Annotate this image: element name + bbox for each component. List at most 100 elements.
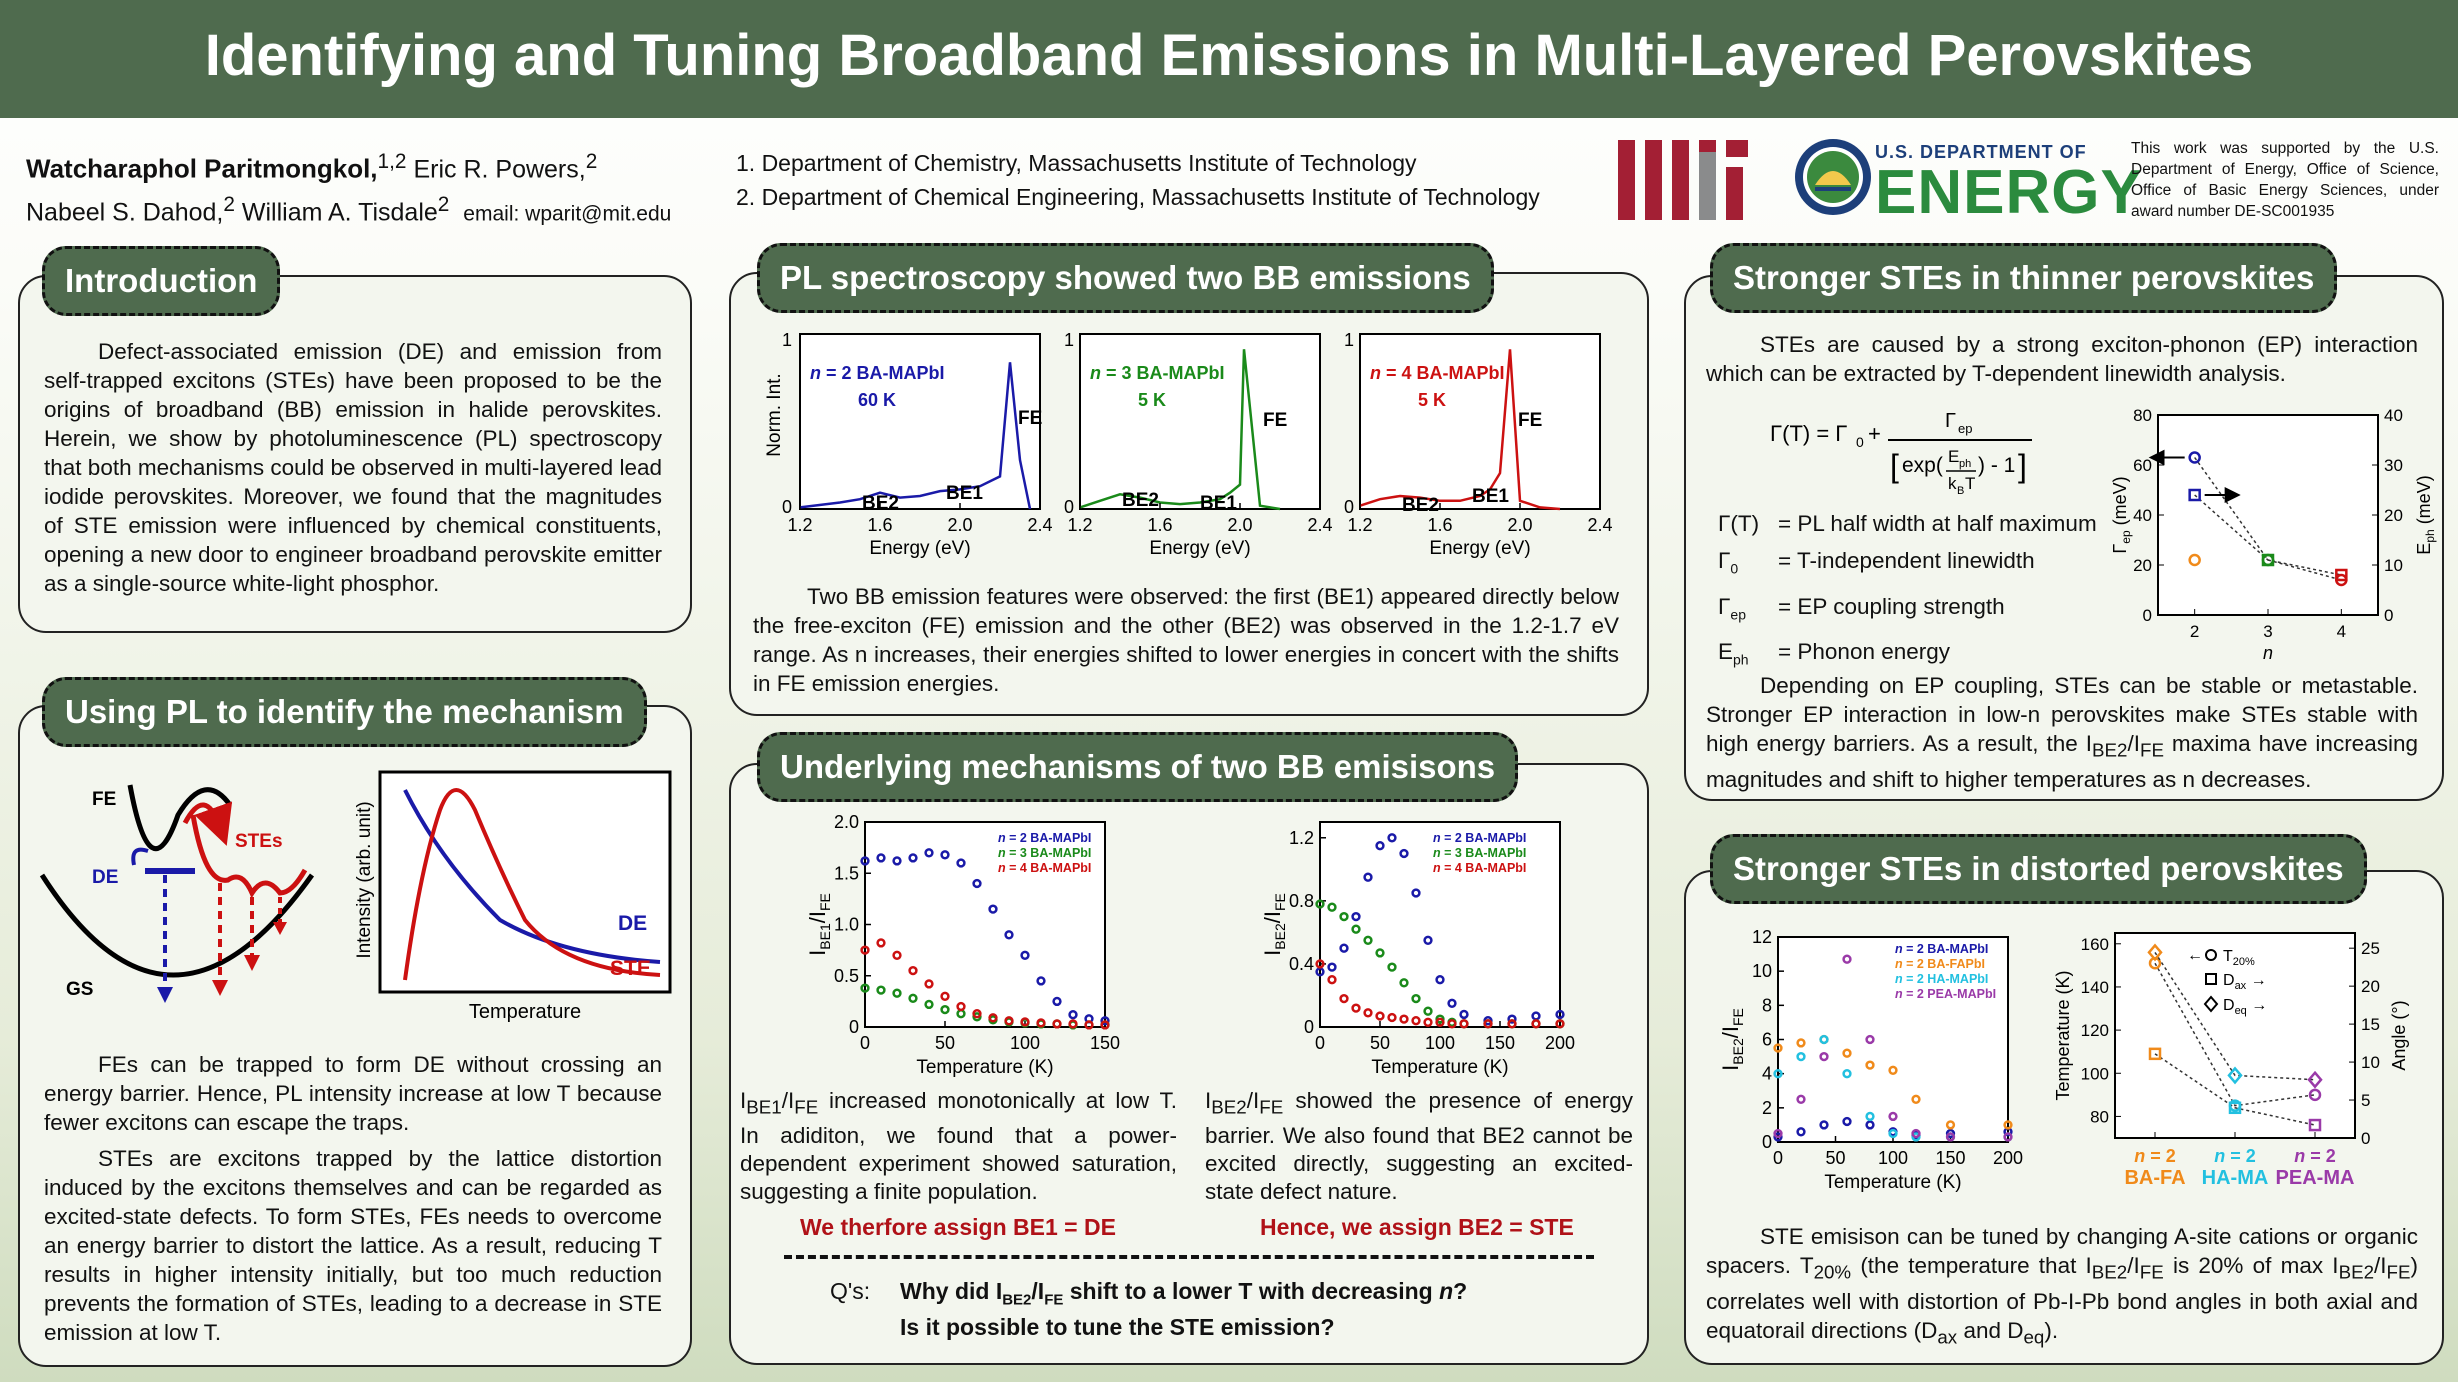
corr-cat-label: PEA-MA [2276, 1167, 2355, 1189]
svg-text:B: B [1957, 485, 1964, 497]
data-point [1020, 950, 1030, 960]
data-point [1399, 848, 1409, 859]
data-point [956, 1001, 966, 1012]
data-point [1411, 993, 1421, 1004]
data-point [1339, 993, 1349, 1004]
author-email[interactable]: email: wparit@mit.edu [463, 202, 672, 226]
dashed-divider [784, 1255, 1594, 1259]
corr-y2tick-label: 5 [2361, 1091, 2370, 1110]
pl-xtick-label: 2.0 [1507, 515, 1532, 535]
ep-y2tick-label: 0 [2384, 606, 2393, 625]
data-point [1531, 1019, 1541, 1029]
dax-point [2228, 1101, 2242, 1115]
pl-ytick-label: 1 [782, 330, 792, 350]
legend-entry: n = 2 BA-MAPbI [998, 831, 1091, 845]
y-tick-label: 1.0 [834, 915, 859, 935]
doe-small-text: U.S. DEPARTMENT OF [1875, 142, 2087, 162]
y-tick-label: 6 [1762, 1030, 1772, 1050]
affiliations: 1. Department of Chemistry, Massachusett… [736, 146, 1540, 214]
data-point [1351, 924, 1361, 934]
affiliation-2: 2. Department of Chemical Engineering, M… [736, 184, 1540, 210]
question-1: Why did IBE2/IFE shift to a lower T with… [900, 1278, 1468, 1309]
questions-label: Q's: [830, 1278, 871, 1304]
be1-label: BE1 [946, 483, 983, 504]
x-tick-label: 50 [935, 1033, 955, 1053]
data-point [1865, 1120, 1875, 1130]
dax-point [2308, 1118, 2322, 1132]
legend-arrow-left: ← [2187, 947, 2203, 964]
data-point [940, 1004, 950, 1015]
data-point [1399, 978, 1409, 988]
data-point [908, 853, 918, 863]
x-tick-label: 150 [1935, 1148, 1965, 1168]
plot-axes [1319, 821, 1561, 1028]
data-point [1555, 1019, 1565, 1029]
data-point [1945, 1128, 1956, 1139]
def-gamma-0: Γ0 = T-independent linewidth [1718, 548, 2035, 577]
pl-xtick-label: 1.2 [1347, 515, 1372, 535]
x-axis-label: Temperature (K) [1824, 1172, 1961, 1193]
y-tick-label: 1.5 [834, 863, 859, 883]
pl-xtick-label: 1.6 [1427, 515, 1452, 535]
legend-dax: Dax → [2223, 972, 2267, 992]
y-tick-label: 0 [1304, 1017, 1314, 1037]
data-point [1507, 1014, 1517, 1024]
y-tick-label: 8 [1762, 995, 1772, 1015]
introduction-text: Defect-associated emission (DE) and emis… [44, 337, 662, 598]
pl-text: Two BB emission features were observed: … [753, 582, 1619, 698]
pl-axes-2 [1079, 333, 1321, 510]
data-point [1459, 1009, 1469, 1020]
data-point [1507, 1019, 1517, 1029]
def-gamma-t: Γ(T) = PL half width at half maximum [1718, 511, 2097, 536]
data-point [860, 945, 870, 955]
data-point [1423, 1006, 1433, 1016]
ibe2-plot: 0 50 100 150 200 0 0.4 0.8 1.2 Temperature (K) IBE… [1260, 821, 1575, 1078]
data-point [956, 858, 966, 868]
data-point [908, 965, 918, 976]
fe-label: FE [1263, 410, 1287, 431]
data-point [1865, 1060, 1875, 1070]
svg-text:) - 1: ) - 1 [1978, 454, 2015, 477]
ep-y2tick-label: 20 [2384, 506, 2403, 525]
y-tick-label: 0.4 [1289, 954, 1314, 974]
pl-xtick-label: 2.4 [1307, 515, 1332, 535]
ep-xtick-label: 3 [2263, 622, 2272, 641]
svg-text:]: ] [2018, 448, 2027, 484]
data-point [940, 850, 950, 860]
data-point [1819, 1034, 1829, 1045]
author-1: Watcharaphol Paritmongkol, [26, 153, 378, 184]
stes-label: STEs [235, 831, 283, 852]
x-tick-label: 50 [1370, 1033, 1390, 1053]
corr-y2label: Angle (°) [2389, 1000, 2409, 1070]
x-tick-label: 100 [1010, 1033, 1040, 1053]
y-tick-label: 0.8 [1289, 891, 1314, 911]
data-point [908, 993, 918, 1003]
be2-label: BE2 [1402, 495, 1439, 516]
data-point [892, 856, 902, 866]
q1-mid: /I [1031, 1278, 1045, 1304]
data-point [892, 988, 902, 998]
q1-post: shift to a lower T with decreasing [1063, 1278, 1440, 1304]
svg-text:[: [ [1890, 448, 1899, 484]
y-tick-label: 4 [1762, 1064, 1772, 1084]
plot-xlabel: Temperature [469, 1001, 581, 1023]
svg-text:ep: ep [1958, 421, 1972, 436]
fe-label: FE [1518, 410, 1542, 431]
data-point [1351, 1003, 1361, 1013]
x-tick-label: 0 [1315, 1033, 1325, 1053]
data-point [860, 856, 870, 866]
q1-pre: Why did I [900, 1278, 1003, 1304]
data-point [860, 983, 870, 993]
doe-wordmark: U.S. DEPARTMENT OF ENERGY [1875, 142, 2143, 224]
data-point [1327, 975, 1337, 985]
legend-entry: n = 2 PEA-MAPbI [1895, 987, 1996, 1001]
data-point [1036, 1018, 1046, 1028]
data-point [876, 853, 886, 863]
data-point [1842, 954, 1852, 964]
data-point [1888, 1111, 1898, 1122]
legend-entry: n = 3 BA-MAPbI [998, 846, 1091, 860]
y-axis-label: IBE1/IFE [805, 893, 833, 956]
data-point [1052, 1019, 1062, 1029]
intensity-vs-temperature-plot: DE STE Temperature Intensity (arb. unit) [354, 770, 672, 1023]
